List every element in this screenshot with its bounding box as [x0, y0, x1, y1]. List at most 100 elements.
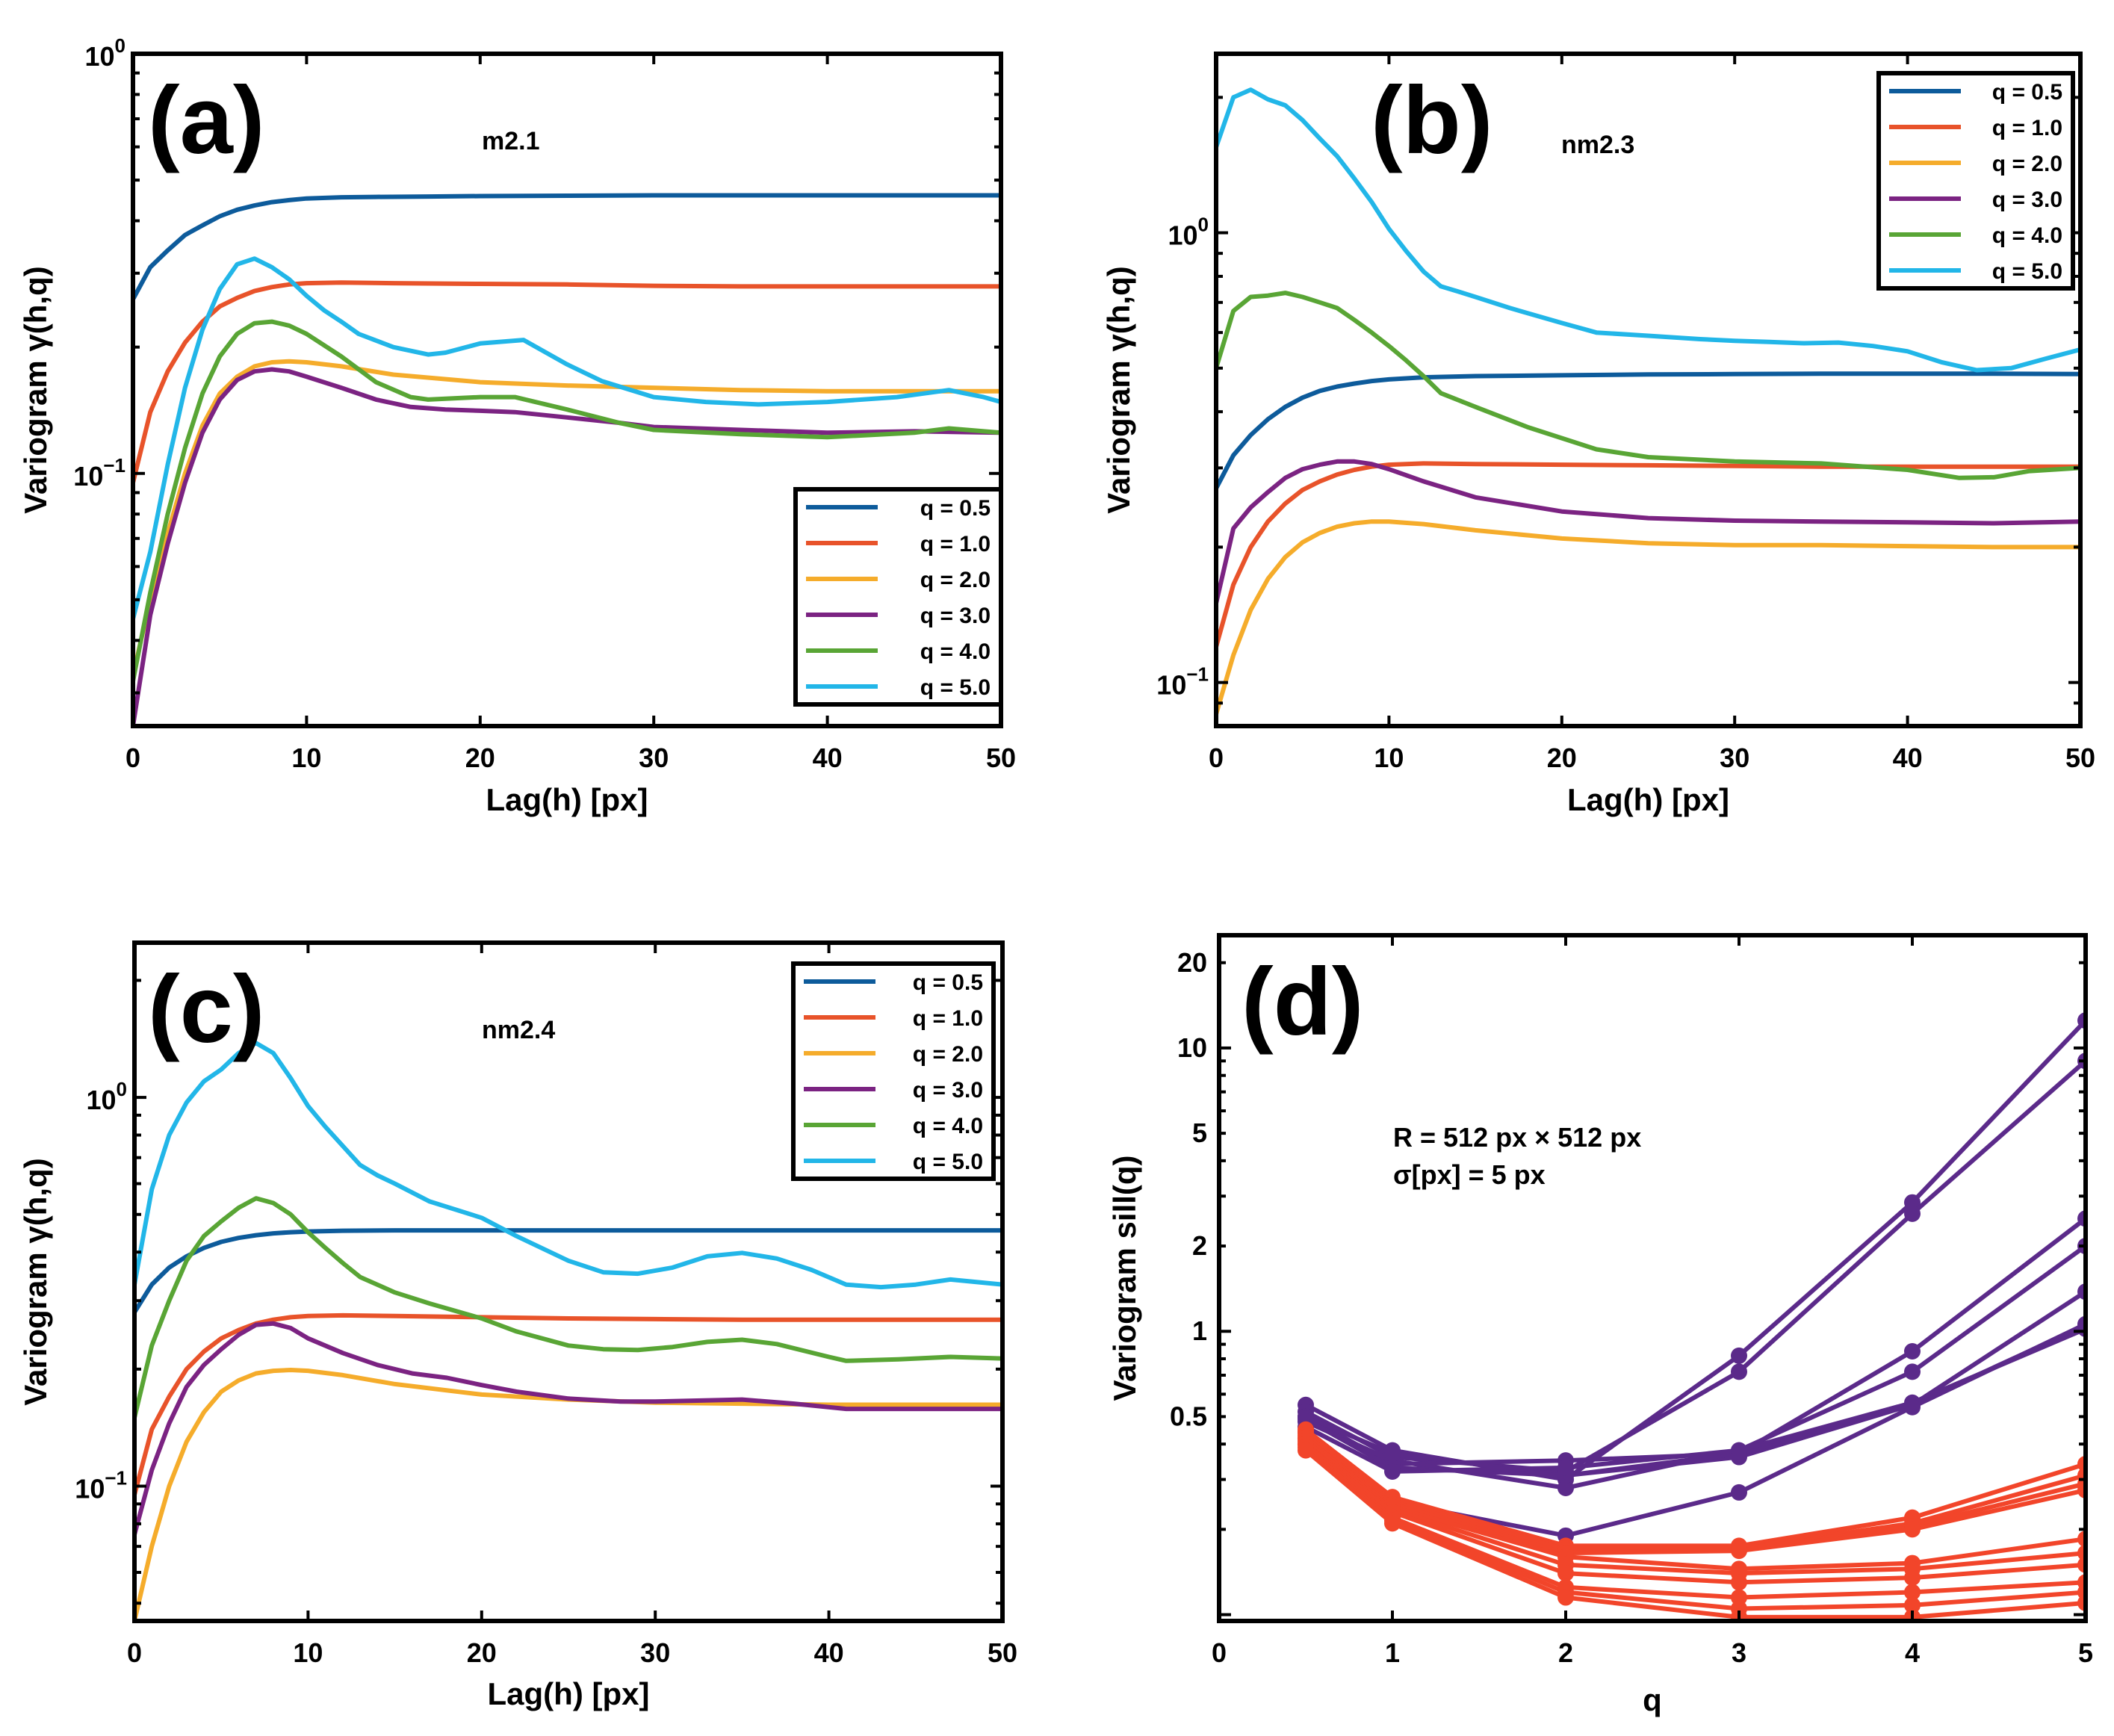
legend-label: q = 2.0 — [920, 568, 991, 592]
series-line-18 — [1304, 1448, 2086, 1619]
legend-label: q = 0.5 — [920, 496, 991, 521]
legend-label: q = 1.0 — [913, 1006, 983, 1031]
x-tick-label: 10 — [1374, 743, 1404, 773]
legend-label: q = 5.0 — [913, 1150, 983, 1174]
series-line-4 — [1216, 459, 2080, 606]
x-tick-label: 20 — [1547, 743, 1577, 773]
x-tick-label: 20 — [467, 1637, 497, 1668]
y-axis-title: Variogram γ(h,q) — [1101, 266, 1136, 513]
annotation-text: σ[px] = 5 px — [1393, 1159, 1546, 1190]
panel-label: (d) — [1242, 949, 1363, 1055]
series-line-5 — [134, 1196, 1002, 1420]
data-point — [1904, 1363, 1921, 1380]
series-line-1 — [133, 193, 1001, 302]
legend-label: q = 3.0 — [920, 604, 991, 628]
panel-d: 0 1 2 3 4 5 0.5 1 2 5 10 20 q Variogram sill(q) (d) R =… — [1107, 933, 2093, 1717]
series-line-1 — [1304, 1018, 2086, 1482]
x-tick-label: 20 — [465, 743, 495, 773]
y-tick-label: 1 — [1192, 1315, 1207, 1346]
annotation-text: R = 512 px × 512 px — [1393, 1122, 1641, 1153]
y-tick-label: 100 — [84, 34, 125, 72]
series-line-2 — [1216, 461, 2080, 649]
series-line-5 — [1216, 291, 2080, 480]
panel-subtitle: m2.1 — [482, 127, 540, 155]
x-tick-label: 50 — [988, 1637, 1017, 1668]
x-tick-label: 10 — [291, 743, 321, 773]
legend-label: q = 4.0 — [920, 639, 991, 664]
legend: q = 0.5 q = 1.0 q = 2.0 q = 3.0 q = 4.0 q = 5… — [1876, 71, 2075, 291]
legend: q = 0.5 q = 1.0 q = 2.0 q = 3.0 q = 4.0 q = 5… — [793, 487, 1003, 707]
x-tick-label: 0 — [1212, 1637, 1227, 1668]
panel-subtitle: nm2.4 — [482, 1016, 555, 1044]
x-tick-label: 30 — [639, 743, 669, 773]
data-point — [1904, 1596, 1921, 1613]
series-line-15 — [1304, 1442, 2086, 1585]
series-line-5 — [1304, 1289, 2086, 1478]
series-line-6 — [134, 1041, 1002, 1290]
panel-label: (b) — [1371, 67, 1492, 174]
plot-area — [1214, 52, 2083, 728]
panel-a: 0 10 20 30 40 50 10−1 100 Lag(h) [px] Variogram γ… — [18, 34, 1016, 817]
data-point — [1557, 1479, 1574, 1496]
panel-subtitle: nm2.3 — [1561, 131, 1634, 159]
x-axis-title: q — [1643, 1682, 1662, 1717]
data-point — [1557, 1565, 1574, 1582]
legend-label: q = 2.0 — [1992, 152, 2062, 176]
series-line-6 — [1216, 87, 2080, 373]
series-line-3 — [1304, 1216, 2086, 1466]
data-point — [1731, 1484, 1747, 1501]
panel-label: (c) — [148, 956, 264, 1063]
data-point — [1904, 1194, 1921, 1211]
x-tick-label: 40 — [1893, 743, 1923, 773]
data-point — [1731, 1442, 1747, 1459]
x-tick-label: 0 — [125, 743, 140, 773]
legend: q = 0.5 q = 1.0 q = 2.0 q = 3.0 q = 4.0 q = 5… — [791, 961, 996, 1181]
x-tick-label: 3 — [1732, 1637, 1746, 1668]
y-tick-label: 10 — [1177, 1032, 1207, 1063]
x-tick-label: 50 — [986, 743, 1016, 773]
legend-label: q = 0.5 — [913, 970, 983, 995]
data-point — [1384, 1515, 1401, 1532]
data-point — [1384, 1445, 1401, 1463]
y-tick-label: 5 — [1192, 1117, 1207, 1148]
y-axis-title: Variogram γ(h,q) — [18, 1158, 53, 1405]
legend-label: q = 3.0 — [1992, 187, 2062, 212]
x-tick-label: 2 — [1558, 1637, 1573, 1668]
series-line-5 — [133, 319, 1001, 683]
plot-area — [132, 940, 1005, 1623]
y-tick-label: 10−1 — [73, 454, 125, 492]
y-tick-label: 20 — [1177, 947, 1207, 978]
plot-area — [1217, 933, 2088, 1623]
data-point — [1904, 1343, 1921, 1360]
y-axis-title: Variogram γ(h,q) — [18, 266, 53, 513]
data-point — [1904, 1398, 1921, 1416]
data-point — [1731, 1363, 1747, 1380]
x-tick-label: 1 — [1385, 1637, 1400, 1668]
series-line-7 — [1304, 1327, 2086, 1474]
panel-label: (a) — [148, 67, 264, 174]
y-tick-label: 2 — [1192, 1230, 1207, 1261]
series-line-4 — [1304, 1244, 2086, 1490]
legend-label: q = 4.0 — [913, 1114, 983, 1138]
x-tick-label: 0 — [1209, 743, 1224, 773]
data-point — [1904, 1584, 1921, 1601]
panel-b: 0 10 20 30 40 50 10−1 100 Lag(h) [px] Variogram γ… — [1101, 52, 2095, 817]
legend-label: q = 2.0 — [913, 1042, 983, 1067]
x-tick-label: 30 — [1720, 743, 1749, 773]
y-tick-label: 100 — [1168, 214, 1209, 251]
legend-label: q = 5.0 — [1992, 259, 2062, 284]
x-tick-label: 5 — [2078, 1637, 2093, 1668]
series-line-1 — [134, 1228, 1002, 1315]
x-tick-label: 40 — [814, 1637, 844, 1668]
data-point — [1904, 1569, 1921, 1587]
y-tick-label: 100 — [86, 1078, 127, 1115]
y-tick-label: 0.5 — [1170, 1401, 1207, 1431]
series-line-3 — [1216, 519, 2080, 717]
series-line-3 — [134, 1368, 1002, 1621]
legend-box — [793, 487, 1003, 707]
x-tick-label: 0 — [127, 1637, 142, 1668]
legend-label: q = 5.0 — [920, 675, 991, 700]
data-point — [1557, 1459, 1574, 1476]
legend-box — [1876, 71, 2075, 291]
